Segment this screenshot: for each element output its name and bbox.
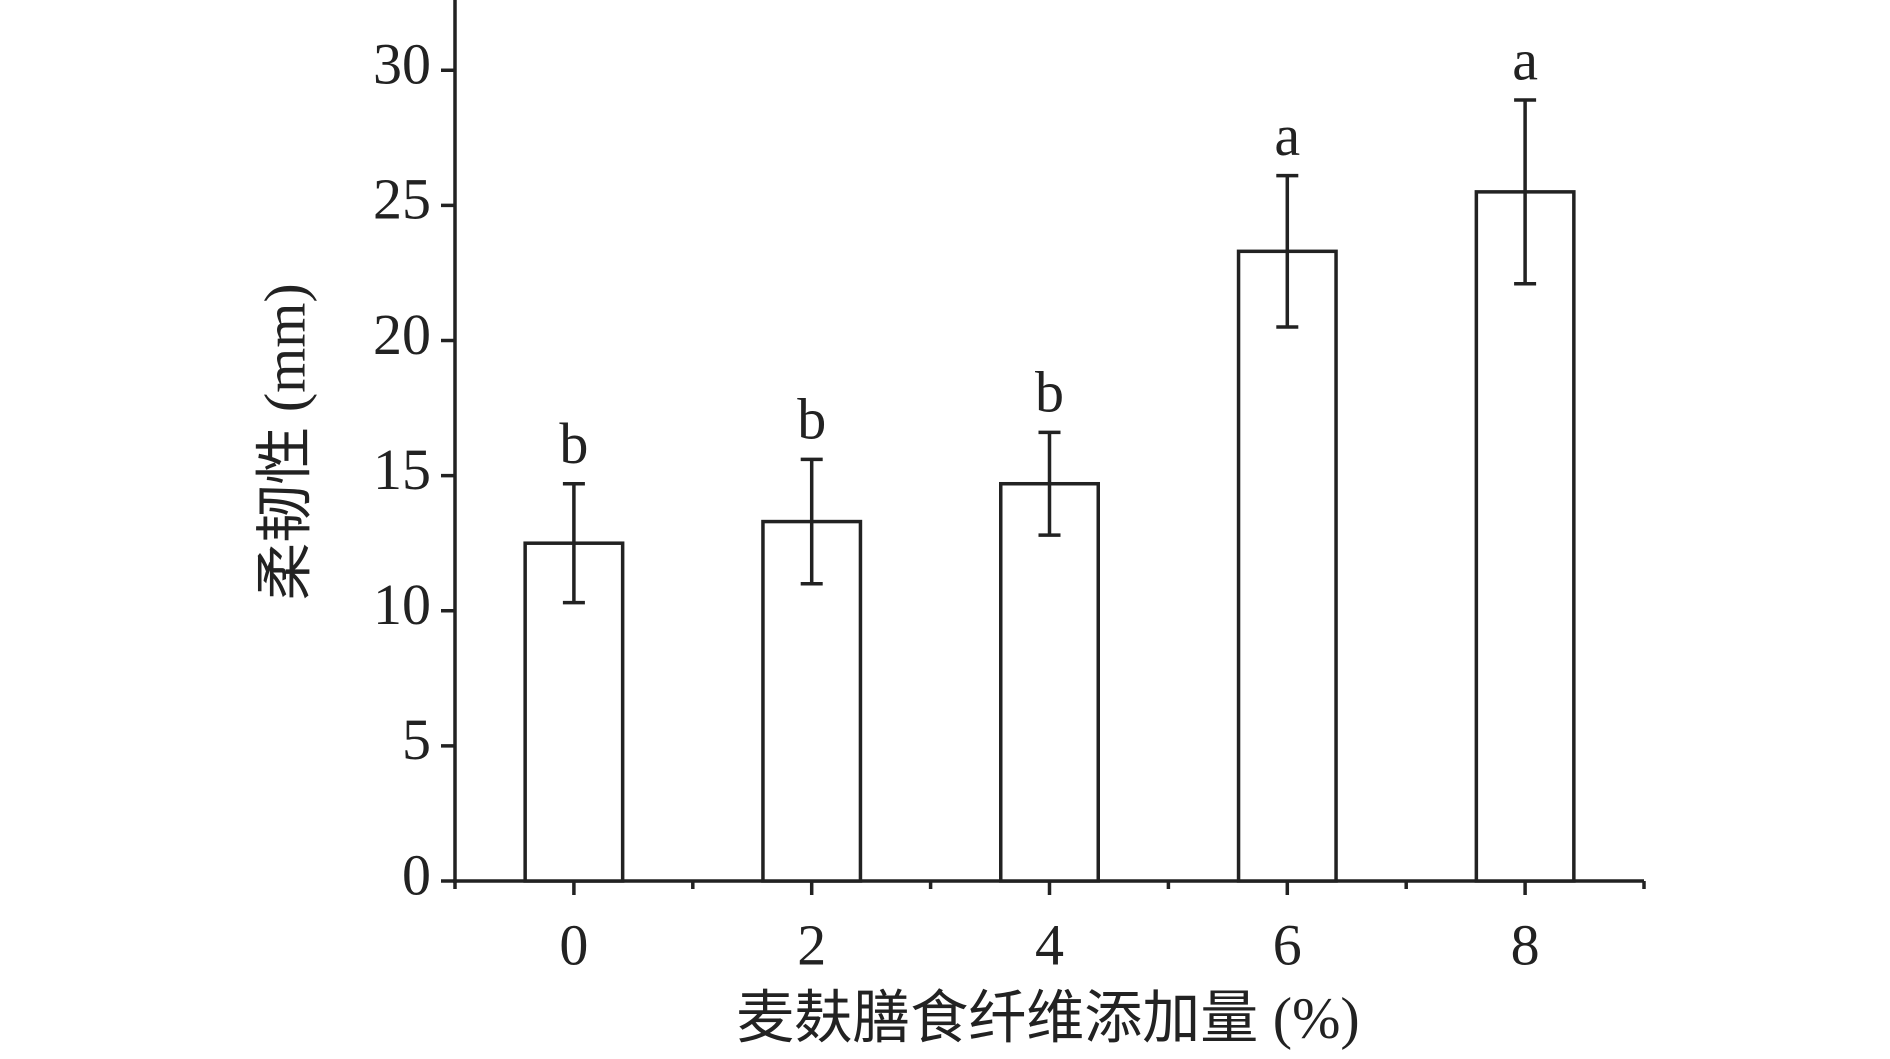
x-tick-label: 4 xyxy=(1035,912,1064,977)
error-bar xyxy=(562,481,585,605)
error-bar xyxy=(1514,98,1537,286)
x-axis-title: 麦麸膳食纤维添加量 (%) xyxy=(736,985,1359,1050)
significance-label: b xyxy=(1035,360,1064,425)
significance-label: b xyxy=(559,411,588,476)
x-tick-label: 8 xyxy=(1511,912,1540,977)
y-axis-title: 柔韧性 (mm) xyxy=(252,283,317,600)
x-tick-label: 2 xyxy=(797,912,826,977)
y-tick-label: 10 xyxy=(373,572,431,637)
error-bar xyxy=(1276,173,1299,329)
bar xyxy=(999,481,1100,883)
x-tick-label: 6 xyxy=(1273,912,1302,977)
significance-label: a xyxy=(1274,103,1300,168)
y-tick-label: 25 xyxy=(373,167,431,232)
y-tick-label: 20 xyxy=(373,302,431,367)
y-tick-label: 0 xyxy=(402,842,431,907)
significance-label: b xyxy=(797,387,826,452)
error-bar xyxy=(1038,430,1061,537)
y-tick-label: 5 xyxy=(402,707,431,772)
error-bar xyxy=(800,457,823,586)
bar xyxy=(523,541,625,883)
x-tick-label: 0 xyxy=(559,912,588,977)
y-tick-label: 30 xyxy=(373,32,431,97)
bar xyxy=(1236,249,1338,883)
significance-label: a xyxy=(1512,27,1538,92)
y-tick-label: 15 xyxy=(373,437,431,502)
bar xyxy=(1474,190,1576,883)
